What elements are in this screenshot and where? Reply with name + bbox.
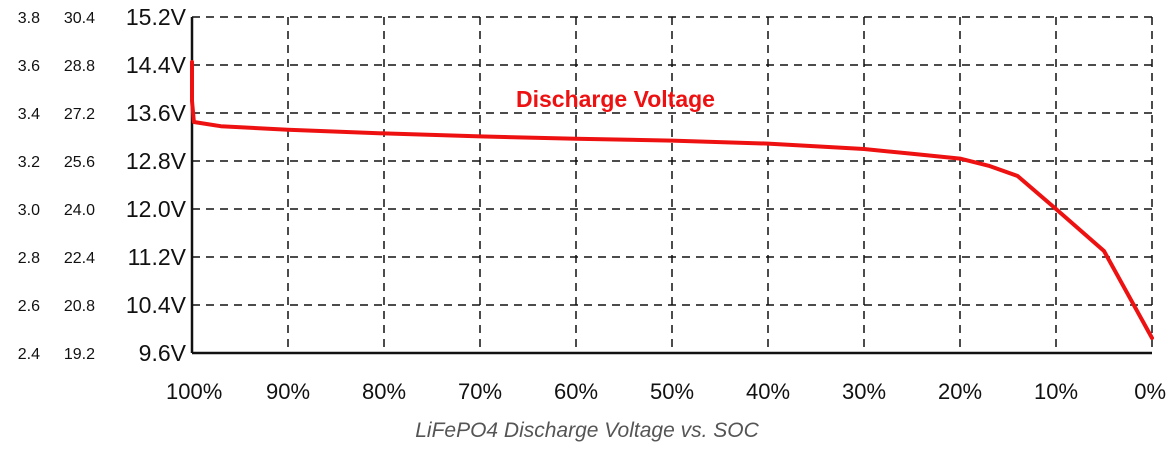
chart-grid: [192, 16, 1153, 353]
x-tick-label: 70%: [458, 379, 502, 404]
x-tick-label: 90%: [266, 379, 310, 404]
y-tick-label: 2.4: [18, 346, 40, 363]
y-tick-label: 9.6V: [139, 340, 187, 366]
x-tick-label: 40%: [746, 379, 790, 404]
x-tick-label: 30%: [842, 379, 886, 404]
discharge-voltage-chart: 3.8 3.6 3.4 3.2 3.0 2.8 2.6 2.4 30.4 28.8 27.2 25.6…: [18, 4, 1166, 404]
chart-caption: LiFePO4 Discharge Voltage vs. SOC: [415, 419, 759, 442]
y-tick-label: 10.4V: [126, 292, 187, 318]
x-tick-label: 100%: [166, 379, 222, 404]
x-tick-label: 20%: [938, 379, 982, 404]
y-tick-label: 3.4: [18, 106, 40, 123]
y-tick-label: 24.0: [64, 202, 95, 219]
series-line: [190, 60, 1154, 340]
y-tick-label: 3.6: [18, 58, 40, 75]
x-tick-label: 10%: [1034, 379, 1078, 404]
y-tick-label: 20.8: [64, 298, 95, 315]
chart-series-labels: Discharge Voltage: [516, 86, 715, 112]
x-tick-label: 50%: [650, 379, 694, 404]
x-tick-labels: 100% 90% 80% 70% 60% 50% 40% 30% 20% 10% 0%: [166, 379, 1166, 404]
y-tick-label: 25.6: [64, 154, 95, 171]
y-tick-label: 2.8: [18, 250, 40, 267]
y-tick-label: 22.4: [64, 250, 95, 267]
y-tick-label: 14.4V: [126, 52, 187, 78]
y-tick-label: 27.2: [64, 106, 95, 123]
x-tick-label: 80%: [362, 379, 406, 404]
y-tick-label: 3.2: [18, 154, 40, 171]
y-tick-label: 3.0: [18, 202, 40, 219]
x-tick-label: 0%: [1134, 379, 1166, 404]
series-label: Discharge Voltage: [516, 86, 715, 112]
y-tick-label: 28.8: [64, 58, 95, 75]
y-tick-label: 30.4: [64, 10, 95, 27]
y-tick-labels: 3.8 3.6 3.4 3.2 3.0 2.8 2.6 2.4 30.4 28.8 27.2 25.6…: [18, 4, 187, 366]
x-tick-label: 60%: [554, 379, 598, 404]
y-tick-label: 13.6V: [126, 100, 187, 126]
chart-series: [190, 60, 1154, 340]
y-tick-label: 19.2: [64, 346, 95, 363]
y-tick-label: 12.8V: [126, 148, 187, 174]
y-tick-label: 3.8: [18, 10, 40, 27]
y-tick-label: 2.6: [18, 298, 40, 315]
y-tick-label: 12.0V: [126, 196, 187, 222]
y-tick-label: 11.2V: [128, 244, 187, 270]
y-tick-label: 15.2V: [126, 4, 187, 30]
